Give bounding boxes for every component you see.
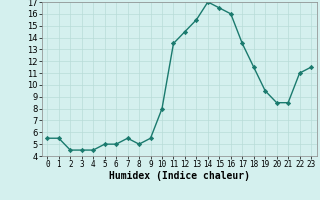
- X-axis label: Humidex (Indice chaleur): Humidex (Indice chaleur): [109, 171, 250, 181]
